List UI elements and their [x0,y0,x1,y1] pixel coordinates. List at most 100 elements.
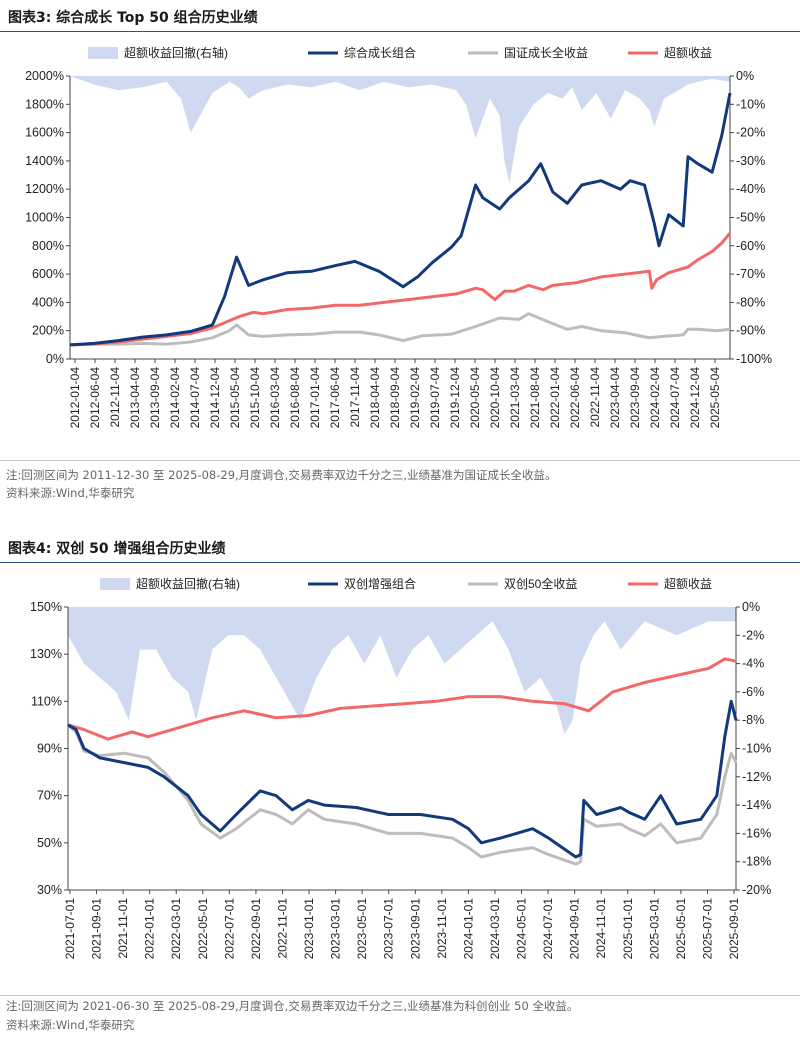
chart3-x-tick-label: 2023-09-04 [628,367,642,429]
chart4-x-tick-label: 2021-09-01 [90,898,104,960]
figure4-chart: 超额收益回撤(右轴) 双创增强组合 双创50全收益 超额收益 30% 50% 70% 90% 1… [30,576,771,960]
chart3-series-benchmark-line [69,312,731,347]
chart4-series-drawdown-area [68,607,736,735]
chart3-x-tick-label: 2017-01-04 [308,367,322,429]
chart4-x-tick-label: 2024-11-01 [594,898,608,959]
chart4-x-tick-label: 2022-05-01 [196,898,210,960]
chart4-x-tick-label: 2022-09-01 [249,898,263,960]
chart4-x-tick-label: 2023-07-01 [382,898,396,960]
chart3-y-tick-label: 400% [32,295,64,309]
chart3-x-tick-label: 2021-03-04 [508,367,522,429]
chart4-y2-tick-label: -8% [742,713,764,727]
chart4-x-tick-label: 2021-11-01 [116,898,130,959]
chart4-x-tick-label: 2025-07-01 [700,898,714,960]
chart4-y-tick-label: 70% [37,789,62,803]
chart3-y2-tick-label: -90% [736,324,765,338]
chart3-x-tick-label: 2012-01-04 [68,367,82,429]
chart4-x-tick-label: 2025-05-01 [674,898,688,960]
figure3-note: 注:回测区间为 2011-12-30 至 2025-08-29,月度调仓,交易费… [6,468,557,482]
chart3-x-tick-label: 2017-06-04 [328,367,342,429]
chart3-x-tick-label: 2012-06-04 [88,367,102,429]
chart4-x-tick-label: 2021-07-01 [63,898,77,960]
chart4-x-tick-label: 2023-01-01 [302,898,316,960]
chart4-y-tick-label: 150% [30,600,62,614]
chart4-y2-tick-label: -6% [742,685,764,699]
chart3-x-tick-label: 2020-10-04 [488,367,502,429]
chart4-y-tick-label: 50% [37,836,62,850]
chart4-x-tick-label: 2024-05-01 [515,898,529,960]
chart4-x-tick-label: 2023-09-01 [408,898,422,960]
chart3-legend-label-3: 超额收益 [664,45,712,60]
chart3-legend-label-1: 综合成长组合 [344,45,416,60]
chart3-y2-tick-label: -60% [736,239,765,253]
figure4-note-rule [0,995,800,996]
chart3-y2-tick-label: -100% [736,352,772,366]
chart3-y-tick-label: 1000% [25,211,64,225]
chart3-y2-tick-label: -40% [736,182,765,196]
chart3-x-tick-label: 2024-02-04 [648,367,662,429]
chart4-legend-label-0: 超额收益回撤(右轴) [136,576,240,591]
chart3-y-tick-label: 800% [32,239,64,253]
chart4-y2-tick-label: 0% [742,600,760,614]
chart3-legend-swatch-drawdown [88,47,118,59]
chart3-series-drawdown-area [70,76,730,184]
chart4-x-tick-label: 2022-11-01 [275,898,289,959]
chart4-x-tick-label: 2025-09-01 [727,898,741,960]
figure4-source: 资料来源:Wind,华泰研究 [6,1018,135,1032]
chart3-x-tick-label: 2014-12-04 [208,367,222,429]
chart4-x-tick-label: 2025-03-01 [647,898,661,960]
chart4-x-tick-label: 2023-05-01 [355,898,369,960]
chart3-x-tick-label: 2018-09-04 [388,367,402,429]
chart3-y2-tick-label: -30% [736,154,765,168]
figure3-source: 资料来源:Wind,华泰研究 [6,486,135,500]
chart3-y2-tick-label: 0% [736,69,754,83]
chart4-x-tick-label: 2025-01-01 [621,898,635,960]
chart3-x-tick-label: 2016-08-04 [288,367,302,429]
chart4-x-tick-label: 2024-03-01 [488,898,502,960]
chart4-y2-tick-label: -12% [742,770,771,784]
figure3-title: 图表3: 综合成长 Top 50 组合历史业绩 [8,10,258,26]
figure3-note-rule [0,460,800,461]
chart3-x-tick-label: 2022-01-04 [548,367,562,429]
chart4-x-tick-label: 2023-11-01 [435,898,449,959]
chart3-y-tick-label: 0% [46,352,64,366]
chart3-x-tick-label: 2012-11-04 [108,367,122,428]
chart3-x-tick-label: 2015-05-04 [228,367,242,429]
figure4-title: 图表4: 双创 50 增强组合历史业绩 [8,541,226,557]
chart4-y2-tick-label: -14% [742,798,771,812]
chart3-y2-tick-label: -20% [736,126,765,140]
chart3-x-tick-label: 2019-02-04 [408,367,422,429]
chart3-y-tick-label: 1400% [25,154,64,168]
chart3-x-tick-label: 2022-11-04 [588,367,602,428]
figure3-title-rule [0,31,800,32]
chart3-x-tick-label: 2024-12-04 [688,367,702,429]
chart4-x-tick-label: 2024-07-01 [541,898,555,960]
chart3-x-tick-label: 2022-06-04 [568,367,582,429]
chart4-series-excess-line [67,657,737,741]
figure3-chart: 超额收益回撤(右轴) 综合成长组合 国证成长全收益 超额收益 0% 200% 400% 600… [25,45,772,429]
chart4-y2-tick-label: -16% [742,826,771,840]
chart3-y-tick-label: 1200% [25,182,64,196]
chart4-y-tick-label: 130% [30,647,62,661]
chart4-x-tick-label: 2024-09-01 [568,898,582,960]
chart4-x-tick-label: 2022-03-01 [169,898,183,960]
chart3-y-tick-label: 600% [32,267,64,281]
chart3-x-tick-label: 2023-04-04 [608,367,622,429]
chart4-legend-swatch-drawdown [100,578,130,590]
chart3-x-tick-label: 2020-05-04 [468,367,482,429]
chart3-legend-label-2: 国证成长全收益 [504,45,588,60]
chart3-y-tick-label: 2000% [25,69,64,83]
figure4-title-rule [0,562,800,563]
chart4-legend-label-2: 双创50全收益 [504,576,577,591]
chart3-y2-tick-label: -80% [736,295,765,309]
chart4-x-tick-label: 2024-01-01 [461,898,475,960]
chart3-x-tick-label: 2016-03-04 [268,367,282,429]
chart4-y2-tick-label: -10% [742,742,771,756]
chart3-x-tick-label: 2025-05-04 [708,367,722,429]
chart3-y-tick-label: 1800% [25,97,64,111]
chart3-y-tick-label: 200% [32,324,64,338]
chart4-y2-tick-label: -20% [742,883,771,897]
chart3-x-tick-label: 2024-07-04 [668,367,682,429]
chart3-x-tick-label: 2018-04-04 [368,367,382,429]
chart3-x-tick-label: 2014-07-04 [188,367,202,429]
